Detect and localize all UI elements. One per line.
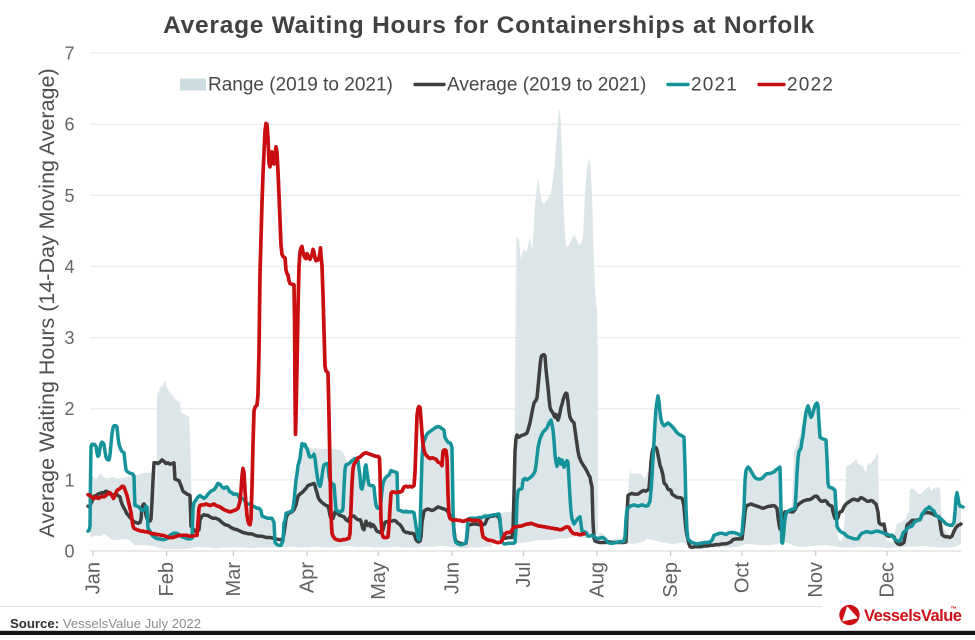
svg-text:Sep: Sep [660, 562, 682, 598]
svg-text:6: 6 [64, 115, 74, 135]
svg-text:Feb: Feb [156, 562, 178, 596]
svg-text:5: 5 [64, 186, 74, 206]
svg-text:2022: 2022 [787, 75, 834, 96]
svg-text:™: ™ [951, 606, 958, 613]
svg-text:Jul: Jul [513, 562, 535, 588]
svg-text:Average Waiting Hours (14-Day: Average Waiting Hours (14-Day Moving Ave… [35, 68, 59, 537]
svg-text:Dec: Dec [877, 562, 899, 598]
svg-text:Range (2019 to 2021): Range (2019 to 2021) [208, 75, 393, 96]
svg-text:0: 0 [64, 542, 74, 562]
svg-text:VesselsValue: VesselsValue [864, 607, 962, 625]
svg-text:Oct: Oct [732, 562, 754, 594]
svg-text:Average Waiting Hours for Cont: Average Waiting Hours for Containerships… [163, 12, 815, 39]
svg-text:May: May [368, 562, 390, 600]
svg-text:2021: 2021 [691, 75, 738, 96]
svg-text:Nov: Nov [805, 562, 827, 598]
svg-text:Mar: Mar [223, 562, 245, 597]
svg-text:2: 2 [64, 399, 74, 419]
svg-text:Aug: Aug [587, 562, 609, 598]
svg-text:Source: VesselsValue July 2022: Source: VesselsValue July 2022 [10, 616, 201, 631]
svg-text:3: 3 [64, 328, 74, 348]
svg-text:Jan: Jan [83, 562, 105, 594]
svg-text:Jun: Jun [442, 562, 464, 594]
svg-text:7: 7 [64, 44, 74, 64]
svg-text:Apr: Apr [297, 562, 319, 593]
svg-text:4: 4 [64, 257, 74, 277]
svg-text:1: 1 [64, 470, 74, 490]
svg-text:Average (2019 to 2021): Average (2019 to 2021) [447, 75, 646, 96]
